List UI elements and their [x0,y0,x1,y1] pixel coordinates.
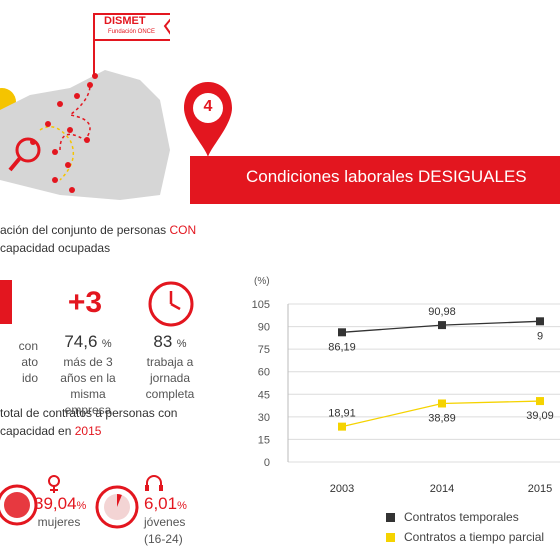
data-point [536,397,544,406]
data-label: 38,89 [428,412,456,424]
data-label: 18,91 [328,408,356,420]
headphones-icon [145,475,163,491]
contracts-intro: total de contratos a personas con capaci… [0,406,178,438]
data-label: 9 [537,330,543,342]
data-label: 86,19 [328,341,356,353]
intro-line2: capacidad ocupadas [0,241,111,255]
logo-subtext: Fundación ONCE [108,29,156,35]
contract-icon [0,280,12,324]
logo-flag [93,13,170,41]
step-number: 4 [203,98,213,115]
logo-text: DISMET [104,15,146,27]
map-shape [0,70,170,200]
section-banner [190,156,560,204]
data-point [338,422,346,431]
legend-label-parcial: Contratos a tiempo parcial [404,530,545,544]
legend-swatch-temporal [386,513,395,522]
step-pin-icon [184,82,232,158]
intro-text: ación del conjunto de personas CON capac… [0,221,196,257]
y-tick-label: 75 [258,344,270,356]
y-tick-label: 45 [258,389,270,401]
stat-fulltime-text: trabaja a jornada completa [145,355,195,401]
young-donut [95,485,139,529]
data-label: 39,09 [526,410,554,422]
y-tick-label: 15 [258,434,270,446]
women-donut [0,484,38,526]
y-tick-label: 105 [252,299,270,311]
y-axis-unit: (%) [254,276,270,287]
data-point [438,399,446,408]
stat-years-value: 74,6 % [64,332,112,351]
y-tick-label: 0 [264,457,270,469]
intro-highlight: CON [169,223,197,237]
young-range: (16-24) [144,532,183,546]
data-label: 90,98 [428,306,456,318]
stat-fulltime-value: 83 % [153,332,187,351]
legend-label-temporal: Contratos temporales [404,510,519,524]
x-tick-label: 2003 [330,483,354,495]
intro-line1: ación del conjunto de personas [0,223,170,237]
stat-contract-text: con ato ido [18,339,38,385]
data-point [338,328,346,337]
clock-icon [148,281,194,327]
y-tick-label: 30 [258,412,270,424]
young-label: jóvenes [144,515,186,529]
women-label: mujeres [37,515,81,529]
female-icon [48,475,60,493]
stat-years-text: más de 3 años en la misma empresa [60,355,116,417]
stat-years-big: +3 [67,286,103,319]
contracts-line-chart: (%) 0 15 30 45 60 75 90 105 2003 2014 2015 86,19 90,9… [252,276,560,495]
data-point [438,321,446,330]
data-point [536,317,544,326]
x-tick-label: 2014 [430,483,454,495]
legend-swatch-parcial [386,533,395,542]
spain-map-illustration [0,13,170,200]
x-tick-label: 2015 [528,483,552,495]
banner-title: Condiciones laborales DESIGUALES [246,167,527,186]
y-tick-label: 90 [258,322,270,334]
magnifier-icon [8,137,41,172]
y-tick-label: 60 [258,367,270,379]
young-value: 6,01% [144,494,187,513]
women-value: 39,04% [34,494,87,513]
